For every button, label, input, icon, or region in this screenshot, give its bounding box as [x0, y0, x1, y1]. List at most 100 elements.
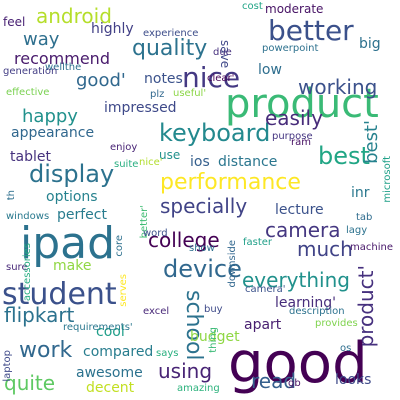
word-4: better — [268, 14, 354, 47]
word-39: ios — [190, 154, 210, 170]
word-56: feel — [3, 15, 26, 29]
word-24: quite — [4, 371, 56, 395]
word-9: performance — [160, 170, 301, 195]
word-66: powerpoint — [262, 43, 319, 54]
word-94: requirements' — [63, 322, 133, 333]
word-6: keyboard — [159, 119, 271, 147]
word-97: laptop — [2, 350, 13, 382]
word-83: machine — [350, 242, 393, 253]
word-62: plz — [150, 89, 165, 100]
word-26: happy — [22, 106, 78, 127]
word-38: distance — [218, 154, 278, 170]
word-45: apart — [244, 317, 282, 333]
word-91: camera' — [245, 284, 286, 295]
word-20: flipkart — [4, 303, 75, 327]
word-7: quality — [132, 36, 208, 61]
word-40: inr — [351, 185, 370, 201]
word-33: appearance — [11, 125, 95, 141]
word-82: lagy — [346, 225, 368, 236]
word-12: working — [298, 75, 378, 99]
word-35: options — [46, 189, 98, 205]
word-5: student — [2, 277, 117, 312]
word-70: ram — [291, 137, 311, 148]
word-43: learning' — [275, 295, 336, 311]
word-50: decent — [86, 380, 135, 396]
word-16: specially — [160, 194, 248, 218]
word-3: nice — [182, 61, 241, 94]
word-72: nice' — [139, 157, 163, 168]
word-46: cool — [96, 324, 125, 340]
word-55: save — [218, 40, 232, 69]
word-10: device — [163, 255, 242, 283]
word-47: make — [53, 258, 92, 274]
word-73: suite — [114, 159, 139, 170]
word-42: best' — [361, 120, 382, 164]
word-67: enjoy — [110, 142, 138, 153]
word-74: th — [6, 190, 17, 201]
word-96: os — [340, 343, 352, 354]
word-85: accessories — [22, 243, 33, 302]
word-88: buy — [204, 304, 223, 315]
word-49: awesome — [76, 365, 143, 381]
word-64: clear' — [207, 73, 235, 84]
word-81: tab — [356, 212, 373, 223]
word-79: show — [189, 243, 215, 254]
word-22: much — [297, 237, 353, 261]
word-92: description — [289, 306, 345, 317]
word-90: downside — [227, 240, 238, 288]
word-25: read — [251, 369, 297, 393]
word-30: highly — [91, 21, 134, 37]
word-13: camera — [265, 218, 341, 242]
word-1: product — [225, 81, 379, 127]
word-41: product' — [354, 265, 378, 348]
word-71: microsoft — [382, 156, 393, 203]
word-51: looks — [335, 372, 372, 388]
word-53: big — [359, 36, 381, 52]
word-44: budget — [190, 329, 240, 345]
word-77: core — [114, 235, 125, 257]
word-60: generation — [3, 66, 58, 77]
word-11: android — [36, 4, 112, 28]
word-21: everything — [242, 268, 350, 292]
word-87: thing — [208, 327, 219, 353]
word-29: good' — [76, 70, 126, 91]
word-14: best — [318, 142, 370, 170]
word-75: windows — [6, 211, 50, 222]
word-86: serves — [118, 274, 129, 307]
word-89: excel — [143, 306, 170, 317]
word-8: display — [29, 160, 115, 188]
word-63: useful' — [173, 88, 207, 99]
word-19: work — [19, 338, 73, 363]
word-27: way — [23, 29, 60, 50]
word-65: due — [213, 47, 232, 58]
word-58: experience — [143, 28, 199, 39]
word-93: provides — [315, 318, 358, 329]
word-69: purpose — [272, 131, 313, 142]
word-57: cost — [242, 1, 263, 12]
word-78: word — [143, 228, 168, 239]
word-0: good — [228, 331, 368, 396]
word-95: says — [156, 348, 179, 359]
word-2: ipad — [20, 218, 116, 269]
word-68: use — [159, 148, 181, 162]
word-59: wellthe — [45, 62, 82, 73]
word-17: college — [148, 228, 220, 252]
word-48: compared — [83, 344, 154, 360]
word-99: gb — [288, 378, 301, 389]
word-36: perfect — [57, 207, 107, 223]
word-98: amazing — [177, 383, 220, 394]
word-37: lecture — [275, 202, 324, 218]
word-84: sure — [6, 262, 28, 273]
word-61: effective — [6, 87, 50, 98]
word-18: school — [181, 290, 206, 361]
word-54: low — [258, 62, 282, 78]
word-31: notes — [144, 71, 183, 87]
word-28: recommend — [14, 49, 110, 68]
word-32: impressed — [104, 100, 177, 116]
word-15: easily — [265, 106, 323, 130]
word-80: faster — [243, 237, 273, 248]
word-52: moderate — [265, 2, 324, 16]
word-34: tablet — [10, 149, 51, 165]
word-23: using — [158, 359, 213, 383]
